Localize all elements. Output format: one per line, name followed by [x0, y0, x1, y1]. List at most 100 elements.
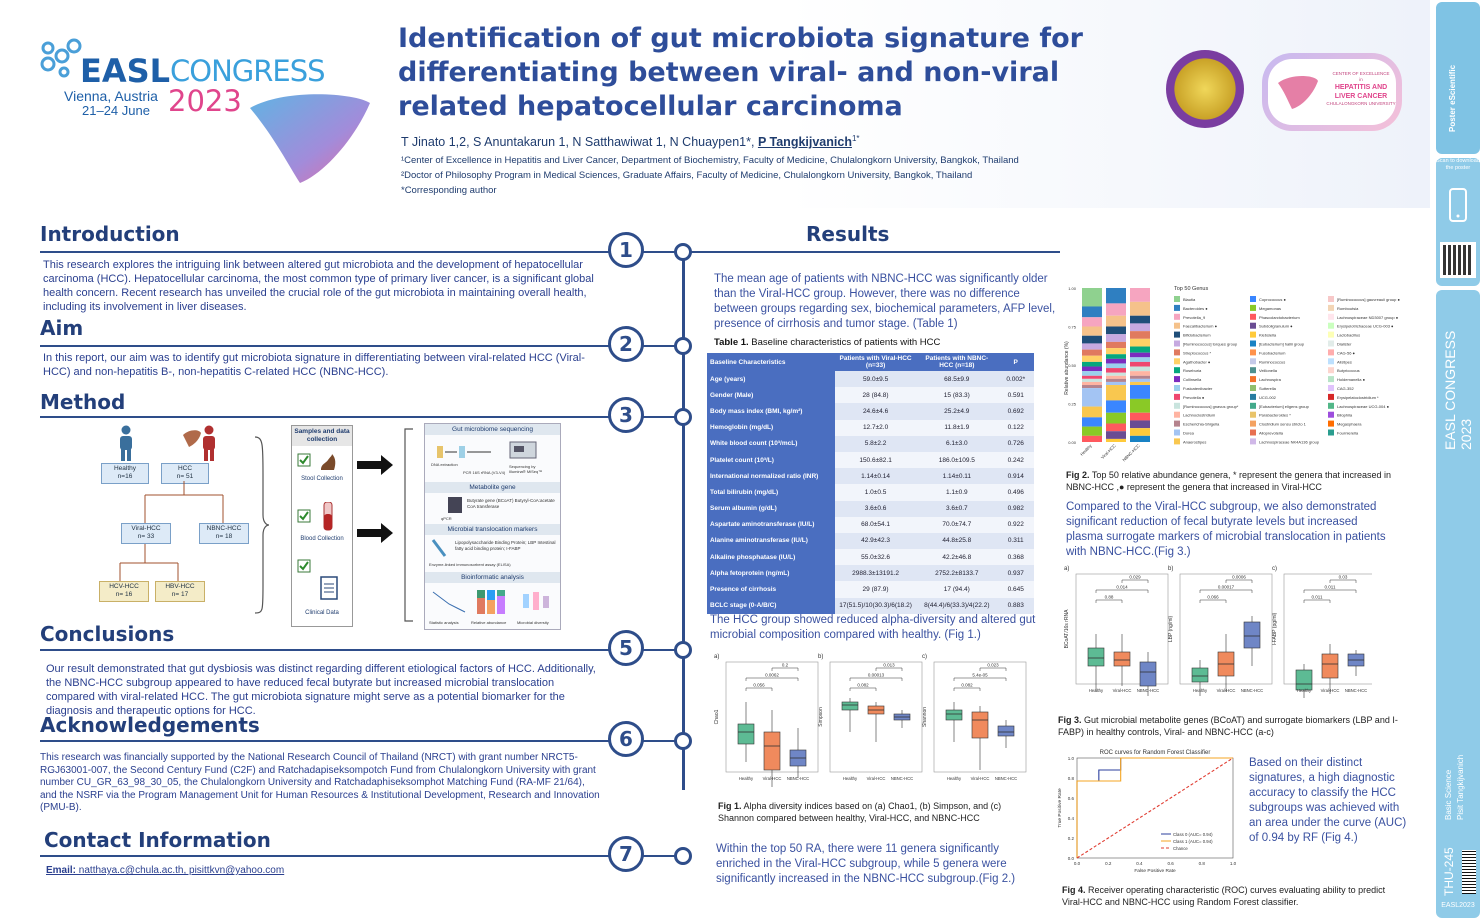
stacked-segment: [1082, 417, 1102, 427]
stacked-segment: [1130, 381, 1150, 386]
legend-title: Top 50 Genus: [1174, 286, 1208, 292]
x-tick-label: Healthy: [947, 776, 962, 781]
table1-caption: Table 1. Baseline characteristics of pat…: [714, 337, 941, 348]
table-cell: 70.0±74.7: [916, 516, 998, 533]
stacked-segment: [1106, 326, 1126, 335]
legend-entry: Clostridium sensu stricto 1: [1259, 422, 1307, 427]
stacked-segment: [1106, 375, 1126, 379]
significance-bracket: [1303, 599, 1331, 603]
table-row: BCLC stage (0-A/B/C) 17(51.5)/10(30.3)/6(…: [707, 597, 1034, 614]
panel-label: a): [1064, 566, 1069, 572]
poster-scientific-badge: Poster eScientific: [1436, 2, 1480, 154]
conclusions-text: Our result demonstrated that gut dysbios…: [46, 663, 596, 717]
legend-swatch: [1250, 438, 1256, 445]
legend-entry: Subdoligranulum ●: [1259, 324, 1293, 329]
samples-panel: Samples and data collection Stool Collec…: [291, 425, 353, 627]
stacked-segment: [1130, 420, 1150, 429]
significance-bracket: [1303, 589, 1357, 593]
liver-graphic-icon: [250, 94, 370, 183]
panel-label: c): [922, 654, 927, 660]
table-row: Hemoglobin (mg/dL) 12.7±2.0 11.8±1.9 0.122: [707, 419, 1034, 436]
bioinfo-graphics: [432, 590, 549, 614]
table-row-label: Total bilirubin (mg/dL): [707, 484, 835, 501]
legend-swatch: [1174, 304, 1180, 311]
table-cell: 0.591: [997, 387, 1034, 404]
step-circle-1: 1: [608, 232, 644, 268]
legend-swatch: [1328, 393, 1334, 400]
legend-swatch: [1250, 331, 1256, 338]
table-cell: 0.645: [997, 581, 1034, 598]
p-value-label: 0.011: [1312, 595, 1323, 600]
legend-swatch: [1328, 322, 1334, 329]
aim-text: In this report, our aim was to identify …: [43, 352, 585, 378]
table-cell: 0.002*: [997, 371, 1034, 388]
significance-bracket: [979, 667, 1007, 671]
legend-entry: Megasphaera: [1337, 422, 1362, 427]
group-hcv-hcc: HCV-HCC n= 16: [99, 581, 149, 602]
stacked-segment: [1130, 357, 1150, 362]
qpcr-label: qPCR: [441, 516, 452, 521]
table-row: Alkaline phosphatase (IU/L) 55.0±32.6 42.2…: [707, 549, 1034, 566]
x-tick-label: NBNC-HCC: [891, 776, 913, 781]
table-cell: 15 (83.3): [916, 387, 998, 404]
stacked-segment: [1106, 381, 1126, 386]
table-cell: 1.14±0.11: [916, 468, 998, 485]
table-row: Aspartate aminotransferase (IU/L) 68.0±54…: [707, 516, 1034, 533]
y-axis-label: I-FABP (pg/ml): [1272, 612, 1278, 645]
p-value-label: 0.014: [1116, 585, 1128, 590]
p-value-label: 0.011: [1325, 585, 1336, 590]
chart-title: ROC curves for Random Forest Classifier: [1100, 750, 1211, 756]
table-row: Total bilirubin (mg/dL) 1.0±0.5 1.1±0.9 0.4…: [707, 484, 1034, 501]
box-viral-hcc: [763, 731, 781, 771]
results-p4: Compared to the Viral-HCC subgroup, we a…: [1066, 501, 1386, 558]
stacked-segment: [1130, 338, 1150, 347]
bracket-icon: [404, 428, 413, 622]
y-tick-label: 0.2: [1068, 836, 1075, 841]
legend-entry: Bacteroides ●: [1183, 306, 1208, 311]
stacked-segment: [1082, 375, 1102, 379]
timeline-line: [682, 250, 685, 790]
legend-swatch: [1250, 420, 1256, 427]
hcc-person-icon: [183, 425, 215, 461]
legend-entry: Chance: [1173, 846, 1188, 851]
stool-icon: [321, 454, 336, 470]
legend-entry: Anaerostipes: [1183, 439, 1206, 444]
legend-entry: Lachnospiraceae ND3007 group ●: [1337, 315, 1399, 320]
bio-stat: Statistic analysis: [429, 620, 459, 625]
y-axis-label: Chao1: [714, 709, 720, 724]
legend-swatch: [1174, 438, 1180, 445]
stacked-segment: [1130, 412, 1150, 421]
email-links[interactable]: natthaya.c@chula.ac.th, pisittkvn@yahoo.…: [76, 865, 285, 876]
email-label: Email:: [46, 865, 77, 876]
table-row: Gender (Male) 28 (84.8) 15 (83.3) 0.591: [707, 387, 1034, 404]
legend-swatch: [1328, 296, 1334, 302]
table-row: Age (years) 59.0±9.5 68.5±9.9 0.002*: [707, 371, 1034, 388]
qpcr-machine-icon: [448, 497, 462, 513]
x-tick-label: NBNC-HCC: [1241, 688, 1263, 693]
p-value-label: 0.88: [1105, 595, 1114, 600]
qr-code[interactable]: [1440, 242, 1476, 278]
table-cell: 59.0±9.5: [834, 371, 917, 388]
acknowledgements-text: This research was financially supported …: [40, 752, 600, 813]
table-row: Platelet count (10³/L) 150.6±82.1 186.0±10…: [707, 451, 1034, 469]
table-row-label: Alpha fetoprotein (ng/mL): [707, 565, 835, 582]
significance-bracket: [1225, 579, 1253, 583]
x-tick-label: Healthy: [1193, 688, 1208, 693]
p-value-label: 0.0006: [1232, 575, 1246, 580]
x-tick-label: 1.0: [1230, 861, 1237, 866]
p-value-label: 0.082: [857, 683, 869, 688]
stacked-segment: [1130, 378, 1150, 382]
x-tick-label: NBNC-HCC: [1345, 688, 1367, 693]
p-value-label: 0.00017: [1218, 585, 1235, 590]
stacked-segment: [1082, 378, 1102, 382]
table-cell: 17 (94.4): [916, 581, 998, 598]
group-healthy: Healthy n=16: [101, 463, 149, 484]
group-nbnc-hcc: NBNC-HCC n= 18: [199, 523, 249, 544]
seq-pcr: PCR 16S rRNA (V3-V4): [463, 470, 506, 475]
gut-seq-title: Gut microbiome sequencing: [425, 424, 560, 435]
stacked-segment: [1082, 366, 1102, 372]
tree-connectors: [119, 481, 224, 581]
x-tick-label: 0.4: [1136, 861, 1143, 866]
stacked-segment: [1082, 326, 1102, 336]
table-cell: 2752.2±8133.7: [916, 565, 998, 582]
